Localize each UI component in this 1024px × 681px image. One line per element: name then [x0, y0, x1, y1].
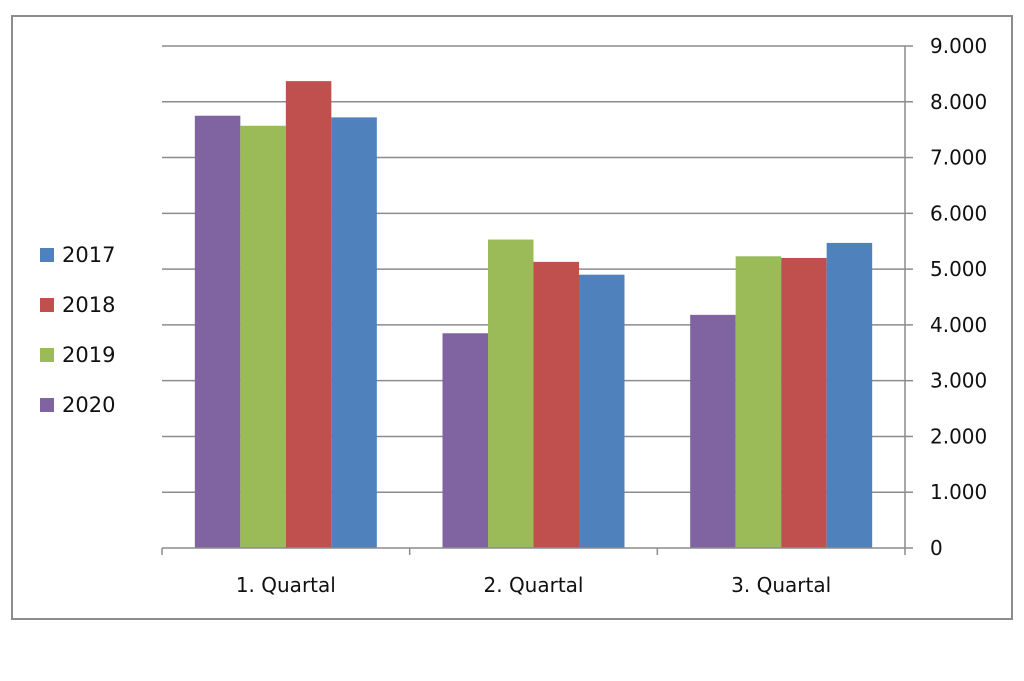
legend-label-2017: 2017 [62, 243, 116, 267]
y-tick-label: 8.000 [930, 90, 987, 114]
bar-2018-1 [285, 81, 332, 548]
y-tick-label: 0 [930, 536, 943, 560]
y-tick-label: 1.000 [930, 480, 987, 504]
x-tick-label: 1. Quartal [236, 573, 336, 597]
bar-2018-2 [533, 261, 579, 548]
bar-2020-1 [194, 115, 241, 548]
bar-2019-3 [735, 256, 782, 548]
y-tick-label: 5.000 [930, 257, 987, 281]
bar-2018-3 [781, 257, 827, 548]
y-tick-label: 2.000 [930, 424, 987, 448]
bar-2019-2 [488, 239, 534, 548]
bar-2017-1 [331, 117, 377, 548]
y-tick-label: 3.000 [930, 369, 987, 393]
bar-2017-2 [579, 274, 625, 548]
legend-swatch-2019 [40, 348, 54, 362]
x-tick-label: 3. Quartal [731, 573, 831, 597]
legend-label-2018: 2018 [62, 293, 116, 317]
x-tick-label: 2. Quartal [484, 573, 584, 597]
legend-item-2020: 2020 [40, 380, 115, 430]
legend-item-2017: 2017 [40, 230, 115, 280]
bar-2020-3 [690, 314, 736, 548]
y-tick-label: 6.000 [930, 201, 987, 225]
legend-item-2018: 2018 [40, 280, 115, 330]
bar-2019-1 [240, 125, 286, 549]
y-tick-label: 9.000 [930, 34, 987, 58]
bar-2017-3 [826, 242, 873, 548]
legend-swatch-2020 [40, 398, 54, 412]
legend-label-2020: 2020 [62, 393, 116, 417]
legend-item-2019: 2019 [40, 330, 115, 380]
legend-label-2019: 2019 [62, 343, 116, 367]
legend-swatch-2018 [40, 298, 54, 312]
legend-swatch-2017 [40, 248, 54, 262]
y-tick-label: 4.000 [930, 313, 987, 337]
bar-2020-2 [442, 333, 488, 548]
legend: 2017 2018 2019 2020 [40, 230, 115, 430]
y-tick-label: 7.000 [930, 146, 987, 170]
